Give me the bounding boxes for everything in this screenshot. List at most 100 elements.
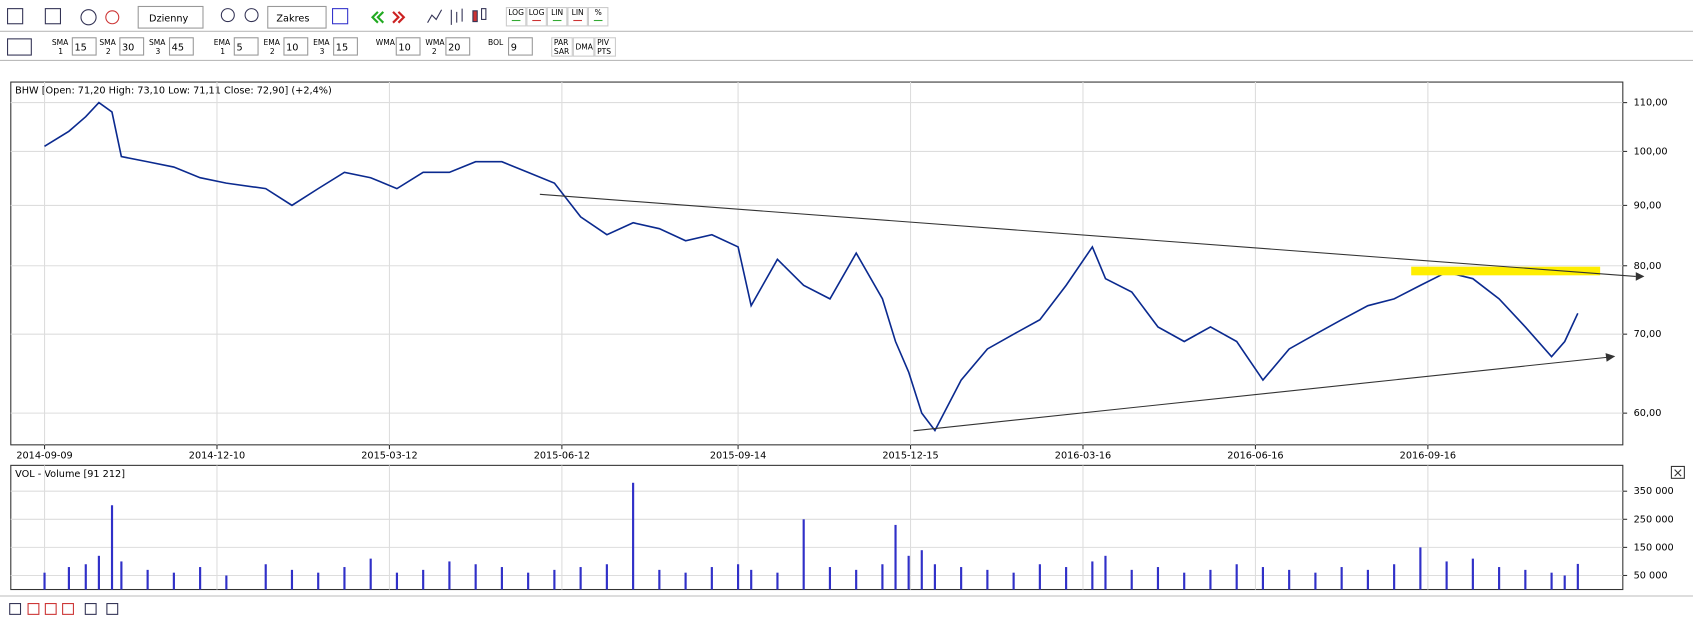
indicator-input[interactable] xyxy=(445,37,471,56)
bottom-toolbar xyxy=(9,603,119,615)
scale-button-label: LOG xyxy=(508,8,524,17)
indicator-input[interactable] xyxy=(233,37,259,56)
volume-bar xyxy=(67,567,70,590)
volume-bar xyxy=(1419,547,1422,590)
x-tick-label: 2015-03-12 xyxy=(361,451,417,462)
icon-button[interactable] xyxy=(472,10,478,23)
indicator-button[interactable] xyxy=(594,37,616,57)
dropdown[interactable] xyxy=(267,5,327,29)
indicator-input[interactable] xyxy=(395,37,421,56)
indicator-button-label: DMA xyxy=(575,43,593,52)
icon-button[interactable] xyxy=(105,10,120,25)
volume-bar xyxy=(1065,567,1068,590)
y-tick-label: 250 000 xyxy=(1634,514,1674,525)
scale-button-label: LOG xyxy=(529,8,545,17)
x-tick-label: 2015-12-15 xyxy=(882,451,938,462)
x-tick-label: 2014-09-09 xyxy=(16,451,72,462)
icon-button[interactable] xyxy=(450,8,463,25)
indicator-name: BOL xyxy=(488,38,504,47)
scale-button-label: LIN xyxy=(572,8,584,17)
volume-bar xyxy=(1209,569,1212,590)
scale-button[interactable] xyxy=(505,7,527,27)
indicator-input[interactable] xyxy=(283,37,309,56)
icon-button[interactable] xyxy=(80,9,97,26)
icon-button[interactable] xyxy=(7,8,24,25)
volume-bar xyxy=(343,567,346,590)
arrow-head xyxy=(1605,353,1616,362)
icon-button[interactable] xyxy=(44,8,62,25)
toolbar xyxy=(7,8,487,56)
indicator-index: 3 xyxy=(155,47,160,56)
indicator-value: 5 xyxy=(236,43,242,54)
volume-bar xyxy=(920,550,923,590)
indicator-button[interactable] xyxy=(572,37,595,57)
scale-button[interactable] xyxy=(546,7,568,27)
dropdown[interactable] xyxy=(137,5,204,29)
volume-bar xyxy=(1038,564,1041,590)
icon-button[interactable] xyxy=(44,603,57,615)
volume-bar xyxy=(605,564,608,590)
volume-bar xyxy=(1340,567,1343,590)
indicator-input[interactable] xyxy=(71,37,97,56)
volume-bar xyxy=(1235,564,1238,590)
volume-bar xyxy=(225,575,228,590)
icon-button[interactable] xyxy=(370,11,385,24)
y-tick-label: 80,00 xyxy=(1634,261,1662,272)
volume-bar xyxy=(960,567,963,590)
volume-bar xyxy=(1012,572,1015,590)
indicator-button-label: PTS xyxy=(597,47,611,56)
indicator-name: WMA xyxy=(425,38,445,47)
indicator-button[interactable] xyxy=(551,37,573,57)
volume-bar xyxy=(632,482,635,590)
icon-button[interactable] xyxy=(332,8,349,25)
icon-button[interactable] xyxy=(62,603,74,615)
icon-button[interactable] xyxy=(106,603,119,615)
x-tick-label: 2015-09-14 xyxy=(710,451,766,462)
indicator-input[interactable] xyxy=(333,37,358,56)
icon-button[interactable] xyxy=(9,603,22,615)
volume-bar xyxy=(907,555,910,590)
x-tick-label: 2016-09-16 xyxy=(1400,451,1456,462)
indicator-input[interactable] xyxy=(119,37,145,56)
scale-button[interactable] xyxy=(587,7,609,27)
scale-button[interactable] xyxy=(567,7,588,27)
scale-button[interactable] xyxy=(526,7,547,27)
indicator-button-label: SAR xyxy=(554,47,570,56)
volume-bar xyxy=(802,519,805,590)
indicator-index: 3 xyxy=(320,47,325,56)
volume-bar xyxy=(1104,555,1107,590)
volume-bar xyxy=(1261,567,1265,590)
y-tick-label: 70,00 xyxy=(1634,329,1662,340)
volume-bar xyxy=(264,564,267,590)
trend-line xyxy=(913,356,1607,432)
icon-button[interactable] xyxy=(220,8,235,23)
volume-bar xyxy=(776,572,779,590)
volume-bar xyxy=(290,569,294,590)
indicator-input[interactable] xyxy=(168,37,194,56)
icon-button[interactable] xyxy=(84,603,97,615)
indicator-index: 2 xyxy=(106,47,111,56)
indicator-name: EMA xyxy=(214,38,231,47)
volume-bar xyxy=(527,572,530,590)
x-tick-label: 2016-06-16 xyxy=(1227,451,1283,462)
icon-button[interactable] xyxy=(244,8,259,23)
icon-button[interactable] xyxy=(27,603,40,615)
volume-bar xyxy=(1563,575,1566,590)
icon-button[interactable] xyxy=(392,11,406,24)
volume-bar xyxy=(369,558,372,590)
price-line xyxy=(44,101,1579,432)
volume-bar xyxy=(658,569,661,590)
icon-button[interactable] xyxy=(427,9,443,23)
volume-bar xyxy=(97,555,100,590)
volume-bar xyxy=(1524,569,1527,590)
indicator-name: EMA xyxy=(313,38,330,47)
y-tick-label: 50 000 xyxy=(1634,570,1668,581)
icon-button[interactable] xyxy=(481,8,487,20)
indicator-button-label: PAR xyxy=(554,38,569,47)
indicator-value: 10 xyxy=(398,43,410,54)
indicator-input[interactable] xyxy=(508,37,533,56)
icon-button[interactable] xyxy=(7,38,32,56)
volume-bar xyxy=(1498,567,1501,590)
